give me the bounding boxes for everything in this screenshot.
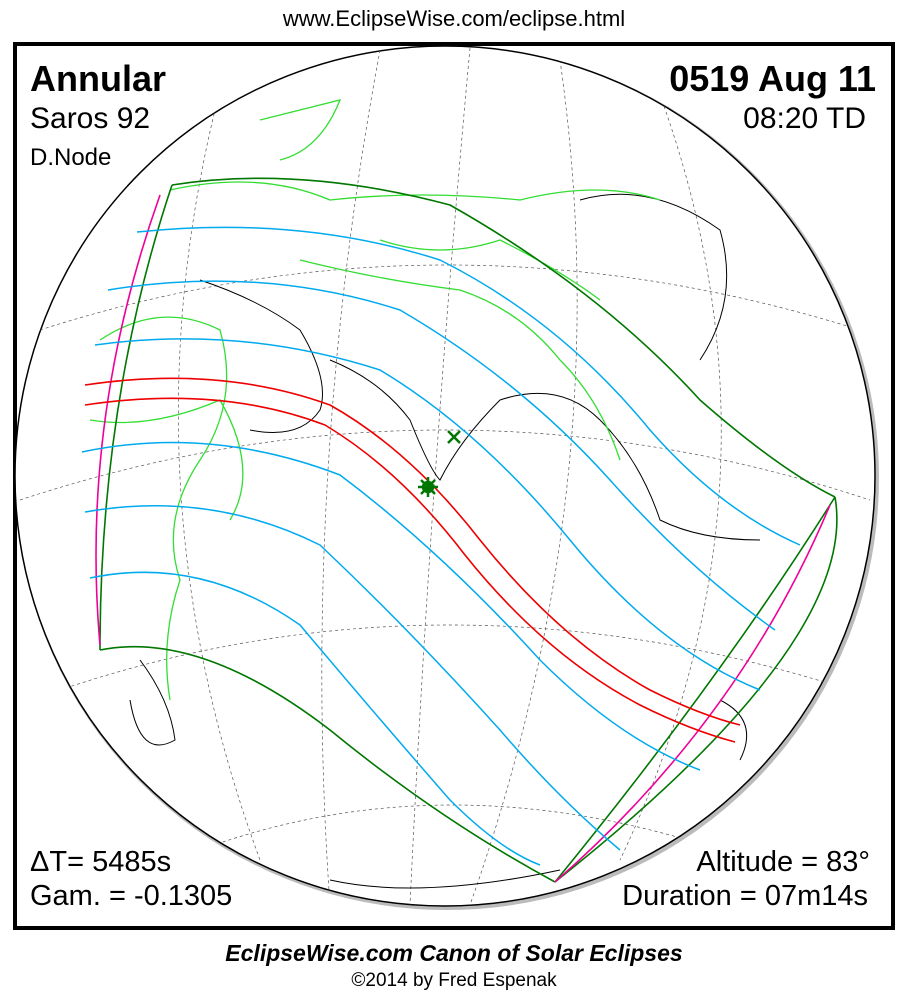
greatest-eclipse-star-icon <box>418 477 438 497</box>
saros-number: Saros 92 <box>30 102 151 135</box>
parallel <box>199 804 721 851</box>
magnitude-line <box>107 280 776 631</box>
southern-limit <box>99 645 556 883</box>
eastern-limit <box>554 496 836 883</box>
meridian <box>619 94 722 861</box>
eclipse-time: 08:20 TD <box>743 102 866 135</box>
greatest-duration-x-icon <box>447 430 461 444</box>
eclipse-date: 0519 Aug 11 <box>669 58 876 99</box>
meridian <box>469 59 578 906</box>
coastlines <box>129 193 761 889</box>
source-url: www.EclipseWise.com/eclipse.html <box>282 6 626 31</box>
node: D.Node <box>30 144 112 171</box>
magnitude-line <box>81 441 701 771</box>
central-path-north <box>84 377 741 726</box>
eclipse-type: Annular <box>30 58 167 99</box>
meridian <box>177 89 261 861</box>
altitude: Altitude = 83° <box>696 846 870 878</box>
gamma: Gam. = -0.1305 <box>30 880 233 912</box>
magnitude-line <box>89 571 541 866</box>
central-path <box>84 377 741 743</box>
northern-limit <box>171 177 836 498</box>
copyright: ©2014 by Fred Espenak <box>351 970 557 991</box>
central-path-south <box>84 397 736 743</box>
magnitude-line <box>84 505 621 851</box>
penumbral-magnitude-lines <box>81 226 801 866</box>
duration: Duration = 07m14s <box>622 880 868 912</box>
eastern-limit-2 <box>554 496 838 883</box>
meridian <box>321 49 381 906</box>
parallel <box>59 624 851 691</box>
parallel <box>39 264 861 331</box>
western-limit <box>99 184 173 651</box>
delta-t: ΔT= 5485s <box>30 846 172 878</box>
globe <box>14 45 876 907</box>
sunrise-curve <box>95 194 161 646</box>
penumbral-limit-lines <box>99 177 838 883</box>
parallel <box>19 429 871 501</box>
magnitude-line <box>136 226 801 546</box>
magnitude-line <box>94 338 761 691</box>
footer-title: EclipseWise.com Canon of Solar Eclipses <box>225 940 683 966</box>
graticule <box>19 47 871 906</box>
